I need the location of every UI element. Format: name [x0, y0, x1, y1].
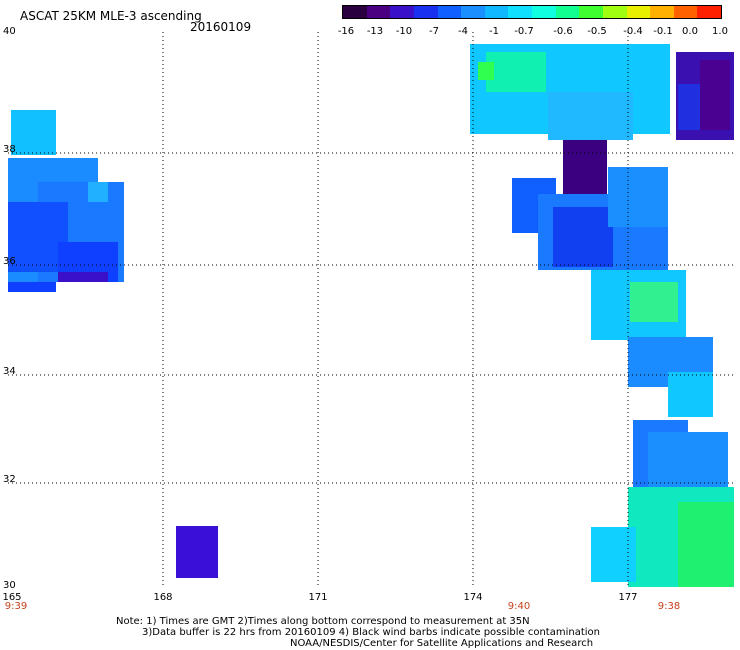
wind-cell	[478, 62, 494, 80]
colorbar-label: -0.4	[623, 26, 643, 37]
product-date: 20160109	[190, 20, 252, 34]
colorbar-label: -0.5	[587, 26, 607, 37]
wind-cell	[548, 92, 633, 140]
colorbar-segment	[626, 6, 651, 18]
colorbar-label: 1.0	[712, 26, 728, 37]
wind-cell	[700, 60, 730, 130]
lon-label: 174	[463, 592, 483, 603]
colorbar-segment	[650, 6, 674, 18]
wind-cell	[176, 526, 218, 578]
colorbar-label: -4	[458, 26, 468, 37]
colorbar-segment	[673, 6, 698, 18]
lon-label: 168	[153, 592, 173, 603]
wind-cell	[591, 527, 636, 582]
colorbar-label: -10	[395, 26, 413, 37]
wind-cell	[630, 282, 678, 322]
colorbar-segment	[508, 6, 532, 18]
lat-label: 30	[3, 580, 16, 591]
wind-cell	[678, 84, 702, 130]
colorbar-segment	[555, 6, 580, 18]
colorbar-segment	[461, 6, 485, 18]
wind-cell	[11, 110, 56, 155]
wind-cell	[486, 52, 546, 92]
wind-cell	[58, 272, 108, 282]
wind-cell	[563, 140, 607, 195]
lon-label: 177	[618, 592, 638, 603]
pass-time-label: 9:40	[507, 601, 531, 612]
note-line-2: 3)Data buffer is 22 hrs from 20160109 4)…	[142, 627, 600, 638]
lat-label: 34	[3, 366, 16, 377]
wind-cell	[88, 182, 108, 202]
colorbar-label: 0.0	[682, 26, 698, 37]
note-line-1: Note: 1) Times are GMT 2)Times along bot…	[116, 616, 530, 627]
colorbar-segment	[343, 6, 367, 18]
lat-label: 40	[3, 26, 16, 37]
colorbar-segment	[602, 6, 627, 18]
graticule	[8, 32, 734, 587]
wind-swath	[8, 44, 734, 587]
lon-label: 171	[308, 592, 328, 603]
colorbar-segment	[366, 6, 391, 18]
wind-cell	[608, 167, 668, 227]
lat-label: 32	[3, 474, 16, 485]
lon-label: 165	[2, 592, 22, 603]
wind-cell	[668, 372, 713, 417]
note-line-3: NOAA/NESDIS/Center for Satellite Applica…	[290, 638, 594, 649]
colorbar-segment	[484, 6, 509, 18]
colorbar-label: -0.6	[553, 26, 573, 37]
colorbar-segment	[390, 6, 414, 18]
pass-time-label: 9:39	[4, 601, 28, 612]
colorbar-label: -16	[337, 26, 355, 37]
colorbar-label: -7	[429, 26, 439, 37]
wind-cell	[648, 432, 728, 492]
lat-label: 36	[3, 256, 16, 267]
colorbar-label: -13	[366, 26, 384, 37]
wind-map	[8, 32, 734, 587]
pass-time-label: 9:38	[657, 601, 681, 612]
colorbar-segment	[437, 6, 462, 18]
colorbar-segment	[413, 6, 438, 18]
product-title: ASCAT 25KM MLE-3 ascending	[20, 9, 202, 23]
lat-label: 38	[3, 144, 16, 155]
colorbar-label: -0.7	[514, 26, 534, 37]
colorbar-segment	[532, 6, 556, 18]
wind-cell	[678, 502, 734, 587]
colorbar-label: -0.1	[653, 26, 673, 37]
colorbar-segment	[579, 6, 603, 18]
colorbar	[342, 5, 722, 19]
wind-cell	[553, 207, 613, 267]
colorbar-segment	[697, 6, 721, 18]
colorbar-label: -1	[489, 26, 499, 37]
wind-cell	[8, 282, 56, 292]
